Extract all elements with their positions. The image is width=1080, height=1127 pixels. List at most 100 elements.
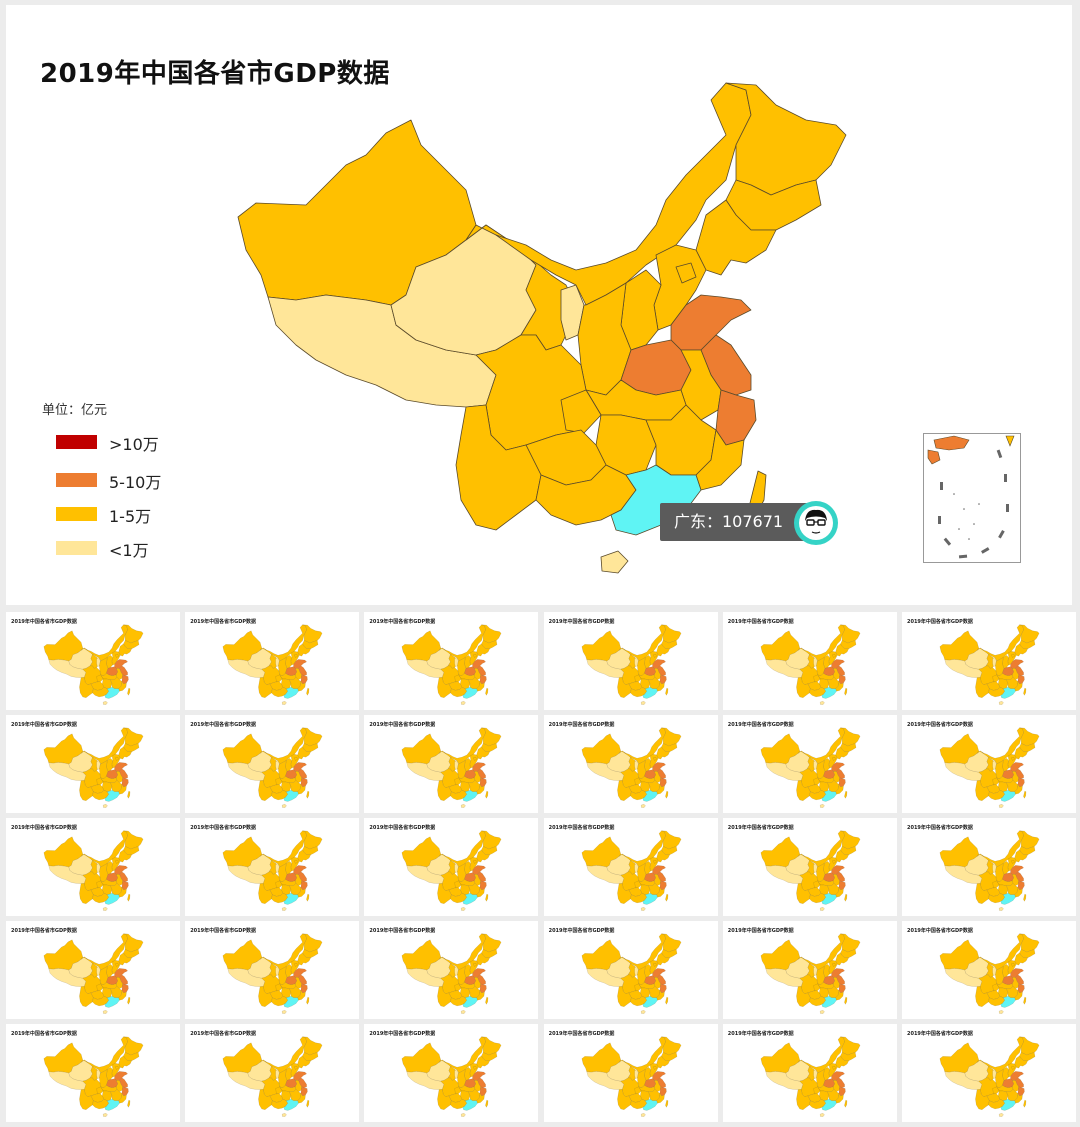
slide-thumbnail[interactable]: 2019年中国各省市GDP数据 <box>543 612 718 710</box>
slide-thumbnail[interactable]: 2019年中国各省市GDP数据 <box>6 715 180 813</box>
thumbnail-map <box>222 933 323 1014</box>
slide-thumbnail[interactable]: 2019年中国各省市GDP数据 <box>185 715 360 813</box>
thumbnail-map <box>402 1036 502 1117</box>
slide-thumbnail[interactable]: 2019年中国各省市GDP数据 <box>6 612 180 710</box>
slide-thumbnail[interactable]: 2019年中国各省市GDP数据 <box>364 1024 539 1122</box>
region-yunnan <box>258 986 273 1007</box>
region-anhui <box>1012 771 1019 783</box>
region-guangdong <box>104 790 120 802</box>
main-slide: 2019年中国各省市GDP数据 <box>6 5 1072 605</box>
region-shanxi <box>464 758 472 772</box>
region-zhejiang <box>121 880 129 890</box>
region-shanxi <box>106 964 113 978</box>
region-shanxi <box>643 861 651 875</box>
slide-thumbnail[interactable]: 2019年中国各省市GDP数据 <box>364 612 539 710</box>
region-zhejiang <box>659 777 667 787</box>
slide-thumbnail[interactable]: 2019年中国各省市GDP数据 <box>185 1024 360 1122</box>
slide-thumbnail[interactable]: 2019年中国各省市GDP数据 <box>6 818 180 916</box>
slide-thumbnail[interactable]: 2019年中国各省市GDP数据 <box>364 715 539 813</box>
region-anhui <box>474 771 482 783</box>
region-guangdong <box>642 893 658 905</box>
slide-thumbnail[interactable]: 2019年中国各省市GDP数据 <box>543 1024 718 1122</box>
thumbnail-title: 2019年中国各省市GDP数据 <box>369 825 436 831</box>
region-hainan <box>282 1010 287 1014</box>
thumbnail-title: 2019年中国各省市GDP数据 <box>11 619 77 625</box>
region-zhejiang <box>301 880 308 890</box>
region-chongqing <box>992 880 1000 888</box>
region-taiwan <box>844 894 847 902</box>
region-anhui <box>653 771 661 783</box>
slide-thumbnail[interactable]: 2019年中国各省市GDP数据 <box>6 1024 180 1122</box>
region-zhejiang <box>480 1086 487 1096</box>
region-chongqing <box>634 674 641 682</box>
region-chongqing <box>813 674 820 682</box>
region-shanxi <box>106 758 113 772</box>
slide-thumbnail[interactable]: 2019年中国各省市GDP数据 <box>364 818 539 916</box>
slide-thumbnail[interactable]: 2019年中国各省市GDP数据 <box>902 612 1076 710</box>
region-taiwan <box>306 894 310 902</box>
region-anhui <box>832 977 840 989</box>
slide-thumbnail[interactable]: 2019年中国各省市GDP数据 <box>543 715 718 813</box>
slide-thumbnail[interactable]: 2019年中国各省市GDP数据 <box>722 818 897 916</box>
slide-thumbnail[interactable]: 2019年中国各省市GDP数据 <box>543 921 718 1019</box>
slide-thumbnail[interactable]: 2019年中国各省市GDP数据 <box>364 921 539 1019</box>
region-hainan <box>461 804 466 808</box>
slide-thumbnail[interactable]: 2019年中国各省市GDP数据 <box>6 921 180 1019</box>
region-shanxi <box>823 655 830 669</box>
slide-thumbnail[interactable]: 2019年中国各省市GDP数据 <box>902 818 1076 916</box>
slide-thumbnail[interactable]: 2019年中国各省市GDP数据 <box>722 921 897 1019</box>
region-taiwan <box>306 791 310 799</box>
region-beijing <box>294 963 298 967</box>
region-beijing <box>1011 1066 1015 1070</box>
thumbnail-map <box>581 727 681 808</box>
region-beijing <box>115 757 119 761</box>
region-zhejiang <box>838 1086 846 1096</box>
slide-thumbnail[interactable]: 2019年中国各省市GDP数据 <box>543 818 718 916</box>
region-beijing <box>115 1066 119 1070</box>
region-zhejiang <box>1017 674 1025 684</box>
region-beijing <box>652 963 657 967</box>
region-shanxi <box>285 1067 293 1081</box>
region-yunnan <box>975 677 990 698</box>
thumbnail-title: 2019年中国各省市GDP数据 <box>907 722 973 728</box>
region-hainan <box>999 1113 1004 1117</box>
region-yunnan <box>455 404 542 531</box>
page-title: 2019年中国各省市GDP数据 <box>40 59 390 89</box>
region-shanxi <box>464 1067 472 1081</box>
region-beijing <box>294 757 298 761</box>
region-hainan <box>999 804 1004 808</box>
region-hainan <box>819 1113 825 1117</box>
region-taiwan <box>844 688 847 696</box>
region-zhejiang <box>480 777 487 787</box>
slide-thumbnail[interactable]: 2019年中国各省市GDP数据 <box>185 921 360 1019</box>
slide-thumbnail[interactable]: 2019年中国各省市GDP数据 <box>902 1024 1076 1122</box>
slide-thumbnail[interactable]: 2019年中国各省市GDP数据 <box>185 612 360 710</box>
region-yunnan <box>975 780 990 801</box>
thumbnail-title: 2019年中国各省市GDP数据 <box>727 619 794 625</box>
region-yunnan <box>616 780 631 801</box>
slide-thumbnail[interactable]: 2019年中国各省市GDP数据 <box>902 715 1076 813</box>
region-yunnan <box>258 677 273 698</box>
region-taiwan <box>306 997 310 1005</box>
region-chongqing <box>813 880 820 888</box>
region-shanxi <box>620 269 662 351</box>
region-hainan <box>461 1113 466 1117</box>
region-shanxi <box>464 861 472 875</box>
region-taiwan <box>485 894 489 902</box>
region-guangdong <box>1000 893 1016 905</box>
region-anhui <box>653 874 661 886</box>
slide-thumbnail[interactable]: 2019年中国各省市GDP数据 <box>722 612 897 710</box>
slide-thumbnail[interactable]: 2019年中国各省市GDP数据 <box>902 921 1076 1019</box>
region-anhui <box>474 1080 482 1092</box>
region-anhui <box>295 668 302 680</box>
slide-thumbnail[interactable]: 2019年中国各省市GDP数据 <box>722 715 897 813</box>
region-guangdong <box>104 996 120 1008</box>
region-guangdong <box>283 790 299 802</box>
thumbnail-title: 2019年中国各省市GDP数据 <box>11 1031 77 1037</box>
slide-thumbnail[interactable]: 2019年中国各省市GDP数据 <box>722 1024 897 1122</box>
region-beijing <box>473 860 478 864</box>
region-taiwan <box>1023 688 1027 696</box>
thumbnail-title: 2019年中国各省市GDP数据 <box>907 619 973 625</box>
region-yunnan <box>437 883 452 904</box>
slide-thumbnail[interactable]: 2019年中国各省市GDP数据 <box>185 818 360 916</box>
